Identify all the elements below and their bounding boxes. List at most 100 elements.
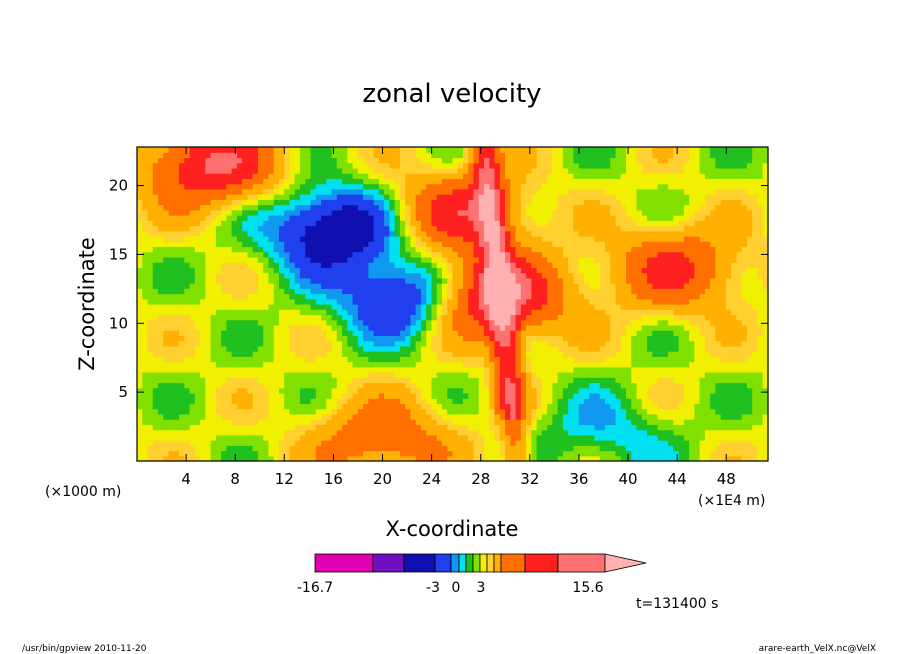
field-cell [552, 361, 559, 368]
field-cell [300, 424, 306, 431]
field-cell [263, 147, 270, 153]
field-cell [510, 408, 517, 415]
field-cell [300, 162, 306, 169]
field-cell [499, 293, 506, 300]
field-cell [478, 356, 485, 363]
field-cell [536, 382, 543, 389]
field-cell [463, 434, 469, 441]
field-cell [499, 314, 506, 321]
field-cell [452, 304, 459, 310]
field-cell [457, 403, 464, 410]
field-cell [205, 267, 212, 274]
field-cell [284, 403, 291, 410]
field-cell [189, 251, 196, 258]
field-cell [247, 220, 254, 227]
field-cell [294, 304, 301, 310]
field-cell [152, 277, 159, 284]
field-cell [431, 455, 438, 462]
field-cell [215, 225, 222, 232]
field-cell [547, 272, 554, 279]
field-cell [484, 183, 490, 190]
field-cell [294, 157, 301, 164]
field-cell [489, 199, 496, 206]
field-cell [531, 450, 538, 457]
field-cell [457, 246, 464, 253]
field-cell [221, 147, 227, 153]
field-cell [452, 419, 459, 425]
field-cell [158, 204, 164, 211]
field-cell [568, 309, 575, 316]
field-cell [321, 440, 327, 446]
field-cell [547, 335, 554, 342]
field-cell [478, 429, 485, 436]
field-cell [457, 434, 464, 441]
field-cell [236, 335, 243, 342]
field-cell [426, 403, 433, 410]
field-cell [252, 199, 259, 206]
field-cell [478, 361, 485, 368]
field-cell [173, 199, 180, 206]
field-cell [399, 178, 406, 185]
field-cell [179, 424, 185, 431]
field-cell [158, 147, 164, 153]
field-cell [278, 387, 285, 394]
field-cell [242, 288, 249, 295]
field-cell [184, 429, 191, 436]
field-cell [531, 382, 538, 389]
field-cell [547, 209, 554, 216]
field-cell [289, 209, 296, 216]
field-cell [431, 345, 438, 352]
field-cell [310, 445, 317, 452]
field-cell [179, 361, 185, 368]
field-cell [562, 194, 569, 200]
field-cell [568, 424, 575, 431]
field-cell [468, 304, 475, 310]
field-cell [557, 204, 564, 211]
field-cell [478, 183, 485, 190]
field-cell [236, 298, 243, 305]
field-cell [420, 162, 427, 169]
field-cell [242, 304, 249, 310]
field-cell [463, 361, 469, 368]
field-cell [463, 429, 469, 436]
field-cell [305, 204, 312, 211]
field-cell [336, 209, 343, 216]
field-cell [168, 283, 175, 289]
field-cell [226, 372, 233, 378]
field-cell [321, 209, 327, 216]
field-cell [457, 241, 464, 248]
field-cell [436, 167, 443, 174]
field-cell [300, 455, 306, 462]
field-cell [205, 188, 212, 195]
field-cell [284, 262, 291, 268]
field-cell [415, 319, 422, 326]
field-cell [384, 220, 390, 227]
field-cell [526, 424, 532, 431]
field-cell [463, 235, 469, 242]
field-cell [168, 309, 175, 316]
field-cell [284, 298, 291, 305]
field-cell [278, 304, 285, 310]
field-cell [158, 429, 164, 436]
field-cell [252, 293, 259, 300]
field-cell [463, 199, 469, 206]
field-cell [499, 382, 506, 389]
field-cell [547, 167, 554, 174]
field-cell [289, 413, 296, 420]
field-cell [263, 173, 270, 179]
field-cell [399, 283, 406, 289]
field-cell [247, 272, 254, 279]
field-cell [415, 215, 422, 221]
field-cell [200, 298, 206, 305]
field-cell [331, 450, 338, 457]
field-cell [300, 167, 306, 174]
field-cell [378, 204, 385, 211]
field-cell [226, 361, 233, 368]
field-cell [547, 235, 554, 242]
field-cell [568, 199, 575, 206]
field-cell [468, 403, 475, 410]
field-cell [163, 215, 170, 221]
field-cell [536, 178, 543, 185]
field-cell [310, 230, 317, 237]
field-cell [215, 309, 222, 316]
